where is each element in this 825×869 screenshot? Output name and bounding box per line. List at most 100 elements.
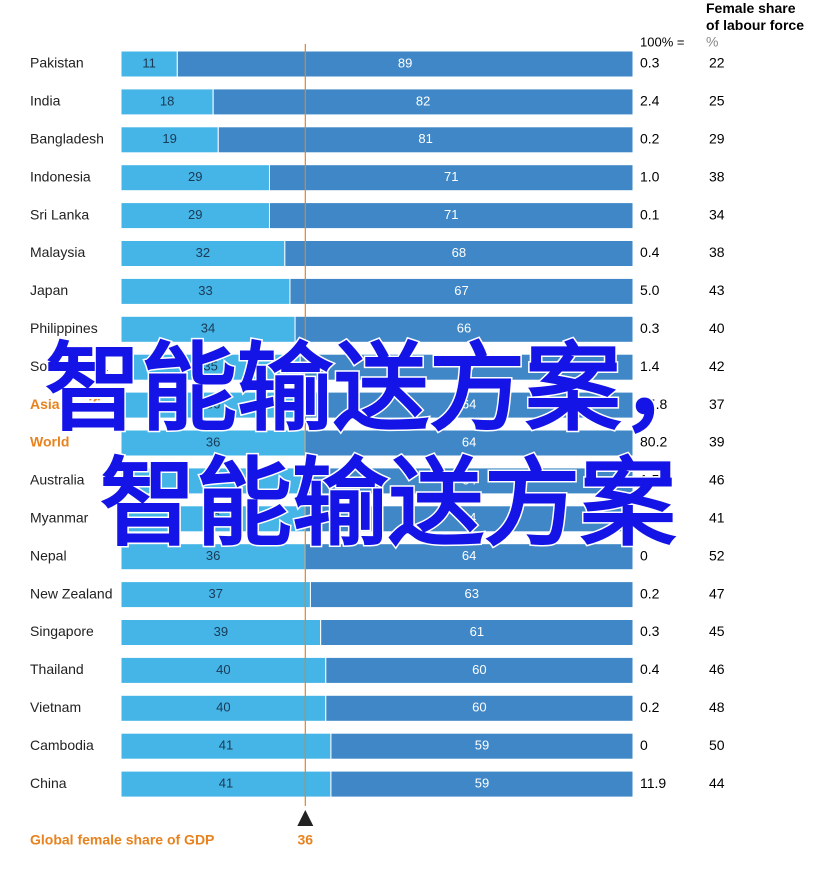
category-label: Vietnam	[30, 699, 81, 715]
bar-segment	[309, 581, 634, 609]
bar-label: 11	[142, 55, 156, 70]
gdp-value: 0.1	[640, 206, 660, 222]
bar-label: 35	[203, 359, 217, 374]
bar-segment	[217, 126, 634, 154]
gdp-value: 0.3	[640, 623, 660, 639]
bar-segment	[120, 467, 306, 495]
bar-label: 41	[219, 738, 233, 753]
gdp-value: 0.4	[640, 661, 660, 677]
gdp-value: 0.2	[640, 131, 660, 147]
bar-segment	[120, 732, 332, 760]
category-label: Asia Pacific	[30, 396, 109, 412]
category-label: Nepal	[30, 547, 67, 563]
bar-segment	[299, 353, 634, 381]
gdp-value: 11.9	[640, 775, 666, 791]
bar-label: 39	[214, 624, 228, 639]
bar-label: 59	[475, 776, 489, 791]
bar-segment	[176, 50, 634, 78]
bar-label: 19	[162, 131, 176, 146]
labour-value: 40	[709, 320, 725, 336]
bar-label: 29	[188, 169, 202, 184]
category-label: Bangladesh	[30, 131, 104, 147]
labour-value: 25	[709, 93, 725, 109]
category-label: China	[30, 775, 67, 791]
gdp-value: 0.2	[640, 585, 660, 601]
bar-label: 61	[470, 624, 484, 639]
category-label: Japan	[30, 282, 68, 298]
bar-segment	[304, 505, 634, 533]
bar-label: 65	[459, 359, 473, 374]
bar-segment	[330, 770, 634, 798]
bar-label: 64	[462, 510, 476, 525]
bar-label: 36	[206, 548, 220, 563]
bar-label: 81	[418, 131, 432, 146]
bar-label: 40	[216, 662, 230, 677]
bar-label: 60	[472, 700, 486, 715]
bar-segment	[330, 732, 634, 760]
bar-label: 68	[452, 245, 466, 260]
gdp-value: 0	[640, 547, 648, 563]
bar-label: 29	[188, 207, 202, 222]
bar-segment	[120, 88, 214, 116]
bar-segment	[120, 391, 306, 419]
bar-label: 32	[196, 245, 210, 260]
reference-value: 36	[298, 832, 314, 848]
bar-segment	[120, 164, 270, 192]
bar-label: 18	[160, 93, 174, 108]
bar-label: 64	[462, 472, 476, 487]
labour-value: 50	[709, 737, 725, 753]
labour-value: 42	[709, 358, 725, 374]
labour-unit: %	[706, 34, 718, 50]
bar-segment	[294, 315, 634, 343]
gdp-value: 1.0	[640, 168, 660, 184]
labour-value: 52	[709, 547, 725, 563]
gdp-value: 0.1	[640, 510, 660, 526]
labour-value: 29	[709, 131, 725, 147]
labour-value: 47	[709, 585, 725, 601]
bar-label: 37	[208, 586, 222, 601]
bar-segment	[120, 770, 332, 798]
labour-header-1: Female share of labour force	[706, 0, 804, 33]
gdp-value: 0.2	[640, 699, 660, 715]
labour-value: 44	[709, 775, 725, 791]
bar-label: 82	[416, 93, 430, 108]
bar-label: 64	[462, 548, 476, 563]
bar-label: 71	[444, 207, 458, 222]
category-label: Philippines	[30, 320, 98, 336]
bar-segment	[120, 277, 291, 305]
bar-label: 40	[216, 700, 230, 715]
category-label: Cambodia	[30, 737, 94, 753]
category-label: Sri Lanka	[30, 206, 89, 222]
category-label: World	[30, 434, 69, 450]
category-label: Thailand	[30, 661, 84, 677]
category-label: New Zealand	[30, 585, 113, 601]
category-label: South Korea	[30, 358, 108, 374]
bar-segment	[284, 240, 634, 267]
bar-label: 64	[462, 434, 476, 449]
bar-segment	[120, 353, 301, 381]
category-label: Indonesia	[30, 168, 91, 184]
labour-value: 45	[709, 623, 725, 639]
bar-segment	[120, 505, 306, 533]
bar-label: 36	[206, 434, 220, 449]
labour-value: 34	[709, 206, 725, 222]
bar-segment	[120, 50, 178, 78]
overlay-text: 智能输送方案，	[45, 332, 717, 444]
overlay-text: 智能输送方案	[100, 447, 677, 559]
bar-label: 36	[206, 397, 220, 412]
bar-segment	[120, 694, 327, 722]
bar-segment	[120, 126, 219, 154]
labour-value: 46	[709, 661, 725, 677]
bar-segment	[289, 277, 634, 305]
bar-segment	[120, 543, 306, 571]
gdp-value: 1.5	[640, 472, 660, 488]
category-label: Singapore	[30, 623, 94, 639]
bar-label: 89	[398, 55, 412, 70]
bar-label: 71	[444, 169, 458, 184]
reference-marker	[297, 810, 314, 826]
bar-label: 33	[198, 283, 212, 298]
bar-segment	[212, 88, 634, 116]
category-label: Myanmar	[30, 510, 89, 526]
labour-value: 43	[709, 282, 725, 298]
